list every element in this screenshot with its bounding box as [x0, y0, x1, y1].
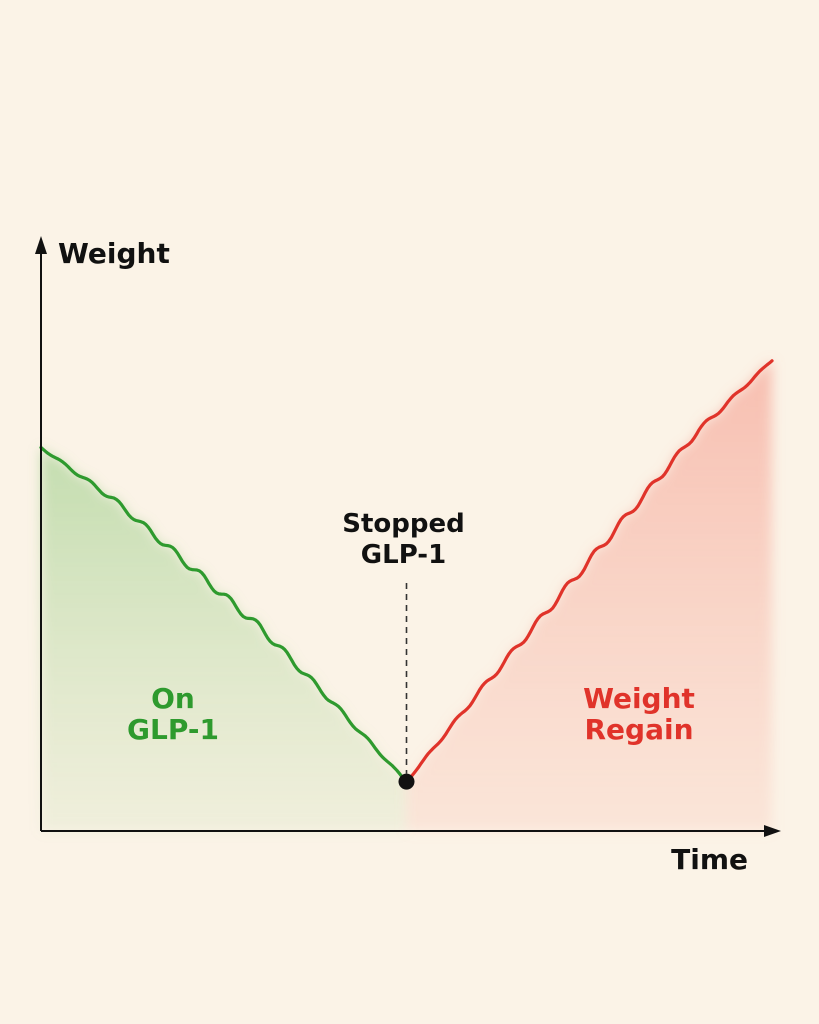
- region-label-on-glp1: On GLP-1: [127, 682, 219, 746]
- stop-annotation-line: GLP-1: [361, 540, 446, 570]
- annotations: Stopped GLP-1: [342, 509, 465, 790]
- series-lines: [39, 359, 774, 784]
- area-fills: [41, 360, 772, 831]
- region-label-line: Regain: [584, 713, 693, 746]
- x-axis-label: Time: [671, 843, 748, 876]
- region-label-line: GLP-1: [127, 713, 219, 746]
- region-label-line: On: [151, 682, 195, 715]
- x-axis-arrow-icon: [764, 825, 781, 837]
- series-line-weight-regain: [404, 359, 774, 784]
- stop-point-marker: [398, 773, 415, 790]
- y-axis-label: Weight: [58, 237, 170, 270]
- area-weight-regain: [406, 360, 772, 831]
- y-axis-arrow-icon: [35, 236, 47, 254]
- axes: [35, 236, 781, 837]
- area-on-glp-1: [41, 447, 407, 831]
- stop-annotation-label: Stopped GLP-1: [342, 509, 464, 570]
- stop-annotation-line: Stopped: [342, 509, 464, 539]
- region-label-line: Weight: [583, 682, 695, 715]
- series-line-on-glp-1: [39, 445, 409, 784]
- region-label-weight-regain: Weight Regain: [583, 682, 695, 746]
